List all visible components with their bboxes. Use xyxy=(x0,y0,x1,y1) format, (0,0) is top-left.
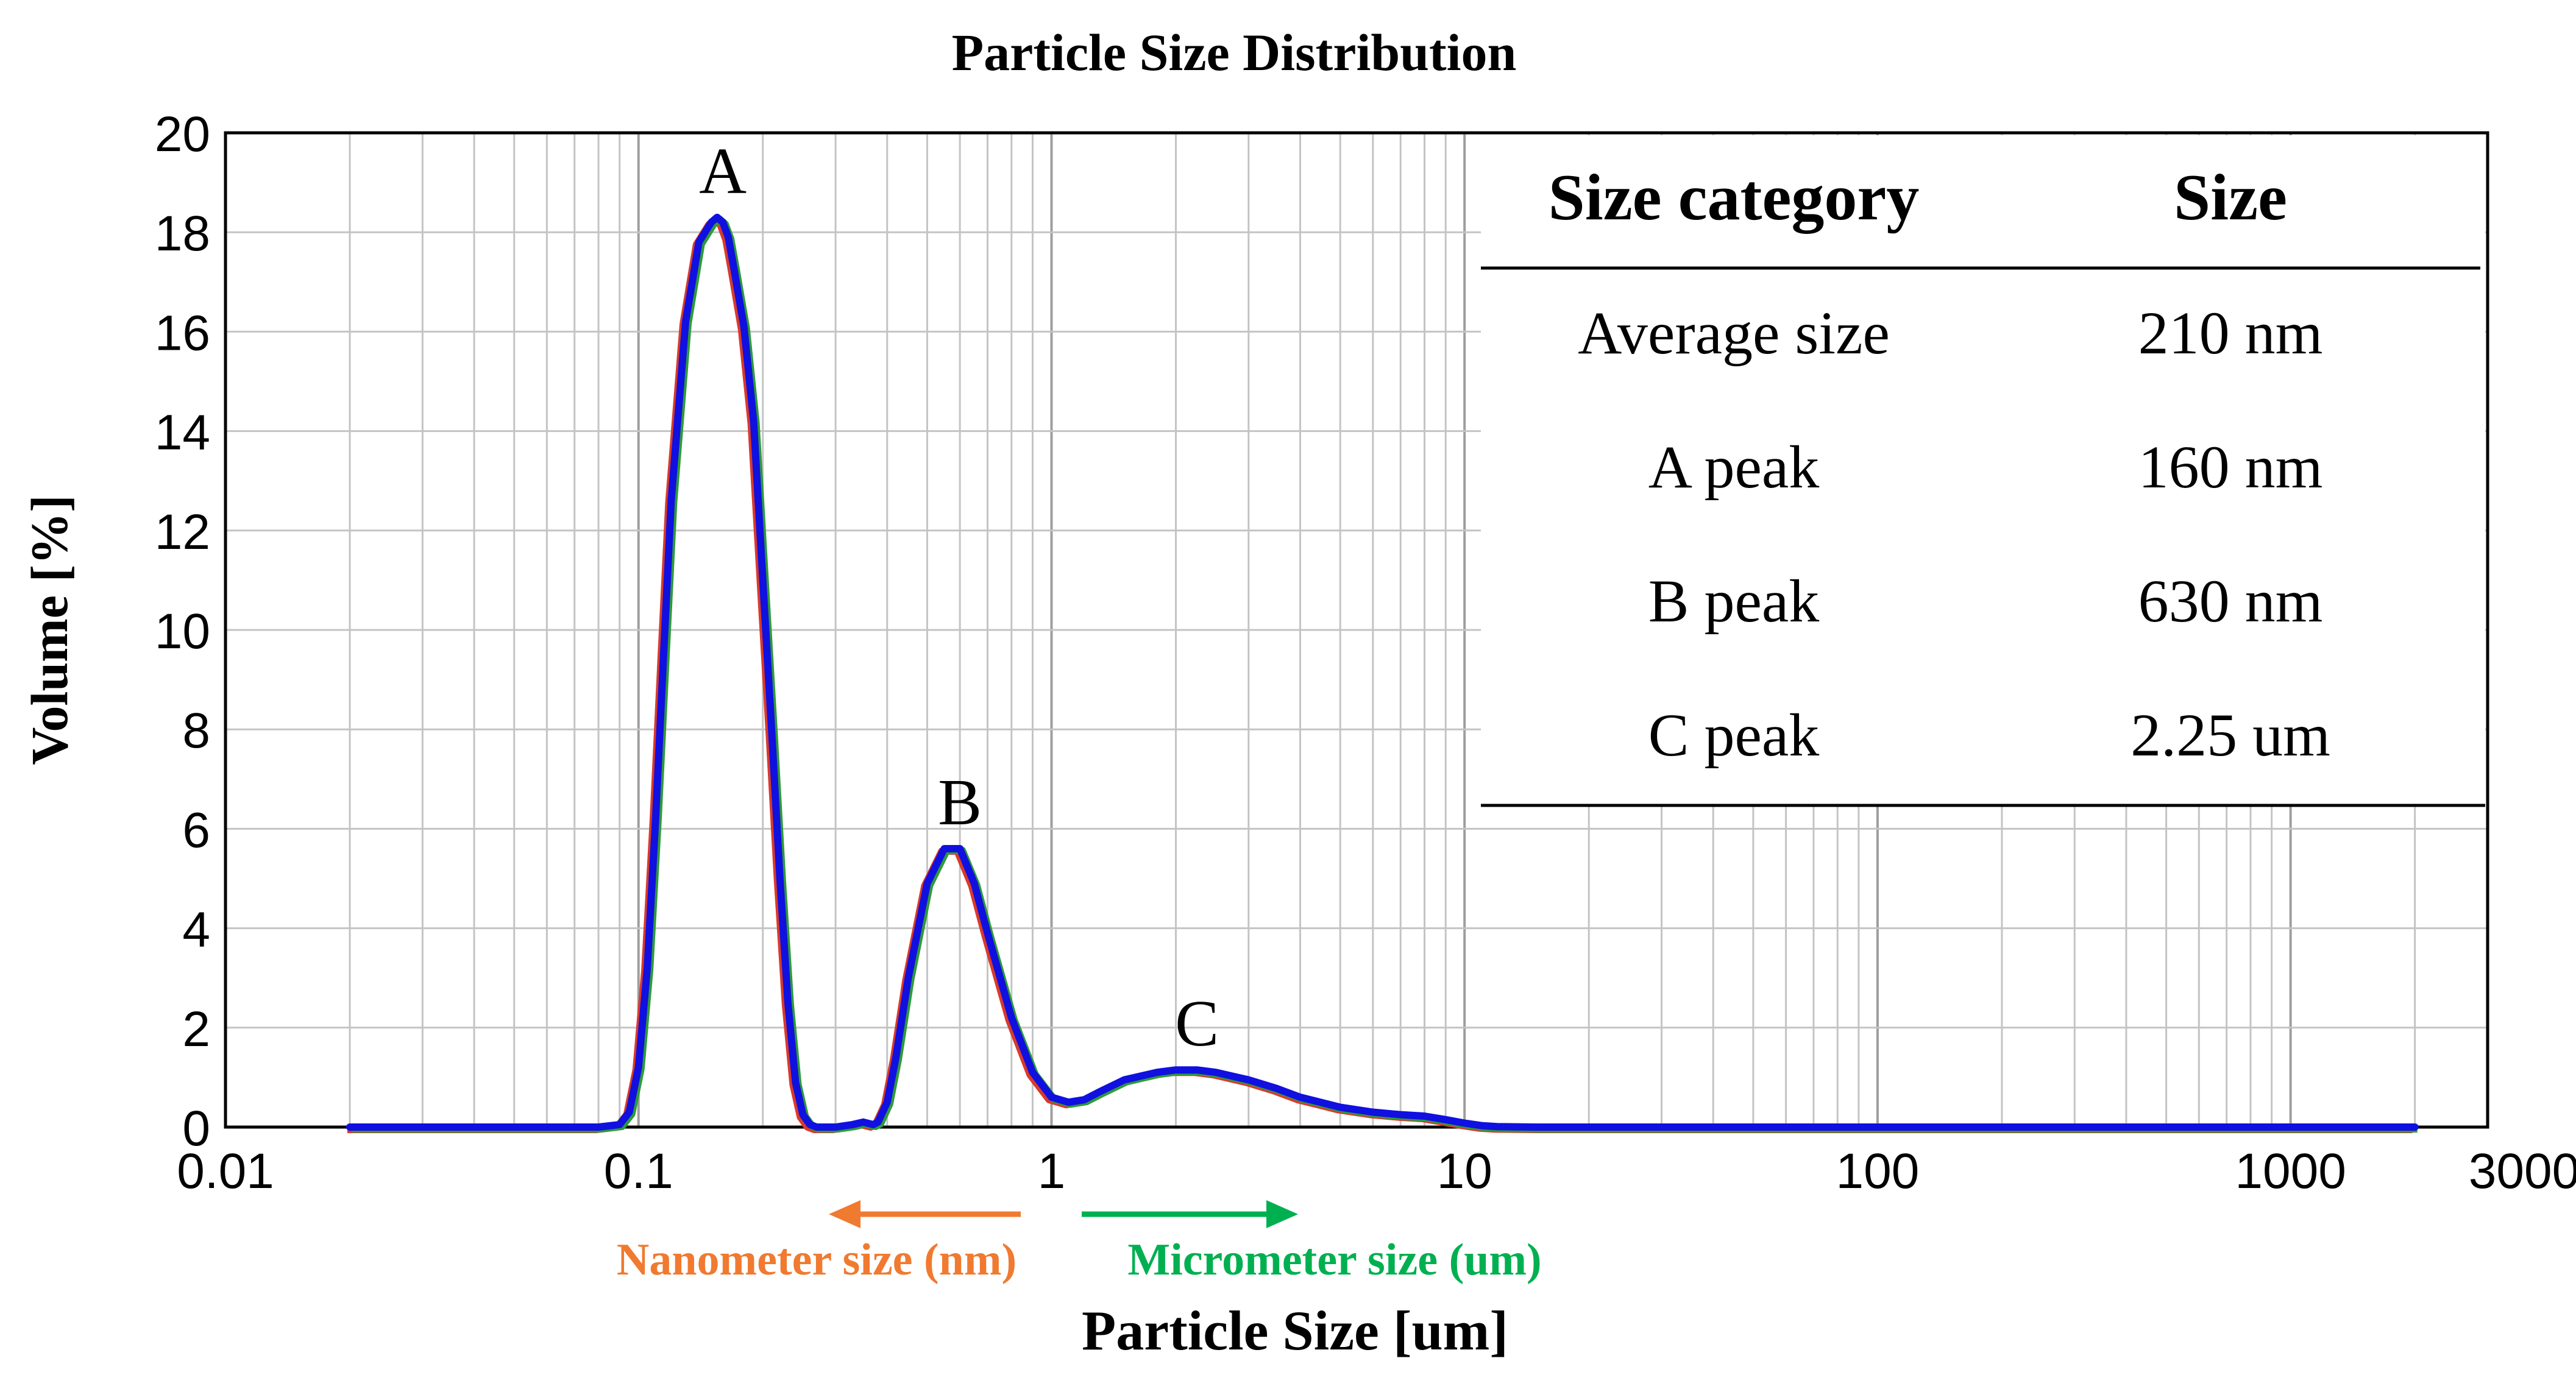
table-cell-size: 210 nm xyxy=(2138,299,2323,367)
x-tick-label: 1000 xyxy=(2235,1144,2346,1199)
y-tick-label: 10 xyxy=(155,604,210,659)
table-cell-category: B peak xyxy=(1648,567,1819,635)
size-range-annotations: Nanometer size (nm) Micrometer size (um) xyxy=(617,1200,1542,1285)
table-cell-category: Average size xyxy=(1578,299,1890,367)
y-tick-label: 14 xyxy=(155,405,210,461)
y-tick-label: 16 xyxy=(155,305,210,361)
nanometer-arrow-head xyxy=(829,1200,860,1228)
table-cell-category: A peak xyxy=(1648,433,1819,501)
peak-label: C xyxy=(1175,988,1219,1060)
x-tick-label: 1 xyxy=(1038,1144,1066,1199)
chart-title: Particle Size Distribution xyxy=(952,23,1517,82)
peak-label: A xyxy=(699,135,747,208)
y-tick-label: 18 xyxy=(155,206,210,261)
grid xyxy=(225,133,2488,1127)
y-tick-label: 0 xyxy=(182,1101,210,1156)
micrometer-arrow-head xyxy=(1266,1200,1298,1228)
table-header-category: Size category xyxy=(1549,161,1920,234)
y-axis-label: Volume [%] xyxy=(20,495,79,765)
table-background xyxy=(1481,135,2485,805)
table-cell-size: 630 nm xyxy=(2138,567,2323,635)
x-tick-label: 3000 xyxy=(2469,1144,2576,1199)
size-table: Size category Size Average size 210 nm A pea… xyxy=(1481,135,2485,807)
y-tick-label: 8 xyxy=(182,703,210,758)
x-axis-label: Particle Size [um] xyxy=(1082,1299,1508,1362)
x-tick-label: 100 xyxy=(1836,1144,1919,1199)
y-tick-label: 4 xyxy=(182,902,210,958)
peak-label: B xyxy=(938,766,982,839)
y-tick-label: 20 xyxy=(155,107,210,162)
x-tick-label: 0.1 xyxy=(604,1144,673,1199)
series-line xyxy=(346,213,2419,1131)
table-cell-category: C peak xyxy=(1648,701,1819,769)
y-tick-label: 12 xyxy=(155,504,210,560)
x-tick-label: 0.01 xyxy=(177,1144,274,1199)
nanometer-label: Nanometer size (nm) xyxy=(617,1235,1017,1285)
micrometer-label: Micrometer size (um) xyxy=(1127,1235,1541,1285)
plot-frame xyxy=(224,131,2489,1129)
series-layer xyxy=(346,213,2419,1133)
table-cell-size: 160 nm xyxy=(2138,433,2323,501)
axis-ticks: 0 2 4 6 8 10 12 14 16 18 20 0.01 0.1 1 10 100 1000 3000 xyxy=(155,107,2576,1199)
y-tick-label: 6 xyxy=(182,802,210,858)
peak-labels: A B C xyxy=(699,135,1219,1060)
table-header-size: Size xyxy=(2174,161,2287,234)
y-tick-label: 2 xyxy=(182,1002,210,1057)
table-cell-size: 2.25 um xyxy=(2131,701,2330,769)
x-tick-label: 10 xyxy=(1437,1144,1492,1199)
